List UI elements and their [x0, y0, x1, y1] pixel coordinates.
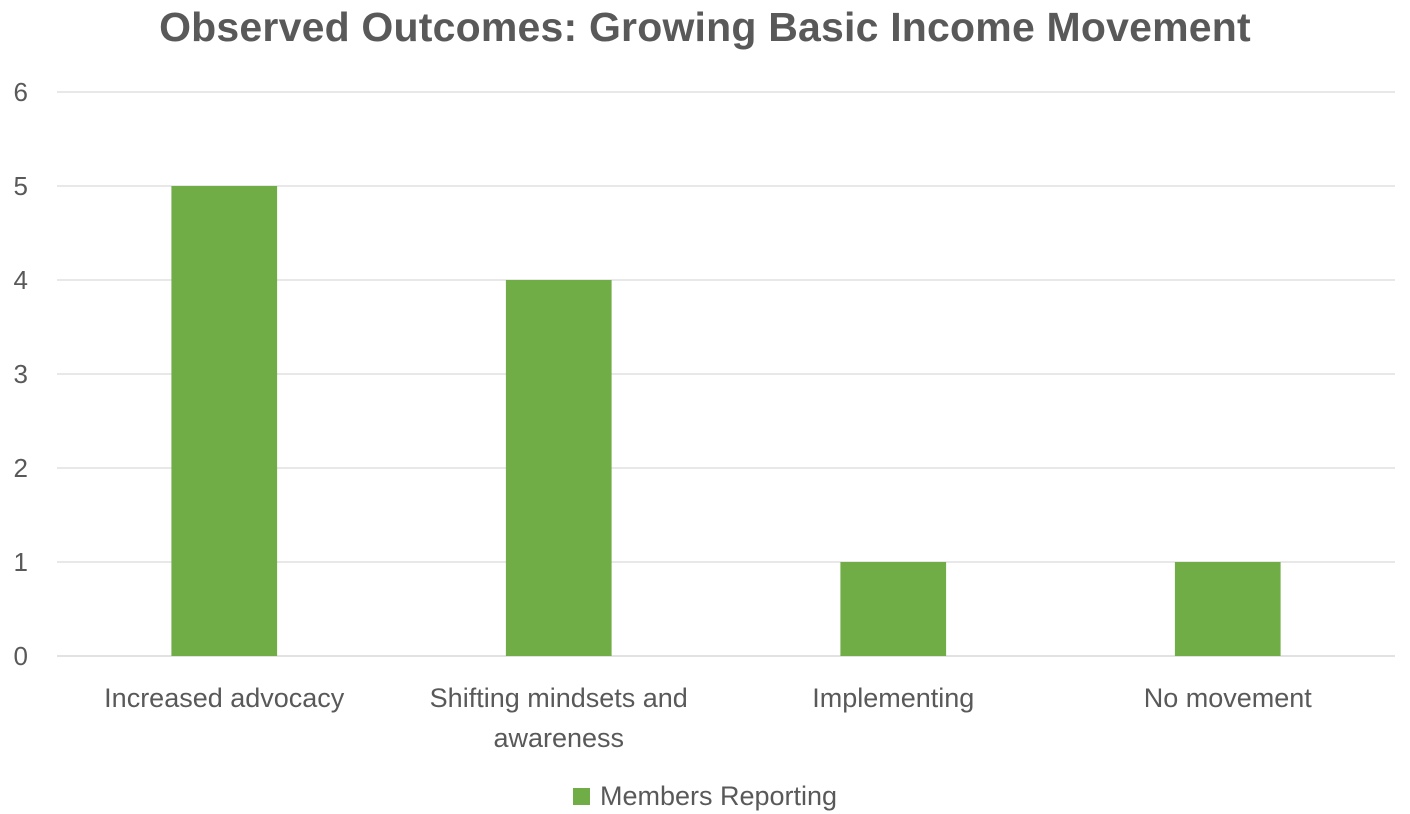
legend-swatch	[573, 788, 590, 805]
y-tick-label: 2	[14, 453, 28, 483]
y-tick-label: 4	[14, 265, 28, 295]
x-category-label-line: Increased advocacy	[104, 683, 345, 713]
x-category-label-line: Implementing	[812, 683, 974, 713]
y-tick-label: 3	[14, 359, 28, 389]
legend-label: Members Reporting	[600, 781, 837, 812]
y-tick-label: 6	[14, 77, 28, 107]
bar	[1175, 562, 1281, 656]
legend: Members Reporting	[0, 781, 1410, 812]
x-category-label: No movement	[1144, 683, 1313, 713]
y-tick-label: 1	[14, 547, 28, 577]
bar	[171, 186, 277, 656]
x-category-label: Increased advocacy	[104, 683, 345, 713]
x-category-label: Implementing	[812, 683, 974, 713]
y-tick-label: 0	[14, 641, 28, 671]
x-category-label-line: No movement	[1144, 683, 1313, 713]
x-category-label-line: awareness	[493, 723, 624, 753]
x-category-label-line: Shifting mindsets and	[430, 683, 688, 713]
x-category-label: Shifting mindsets and awareness	[430, 683, 688, 753]
bar	[840, 562, 946, 656]
bar	[506, 280, 612, 656]
y-tick-label: 5	[14, 171, 28, 201]
